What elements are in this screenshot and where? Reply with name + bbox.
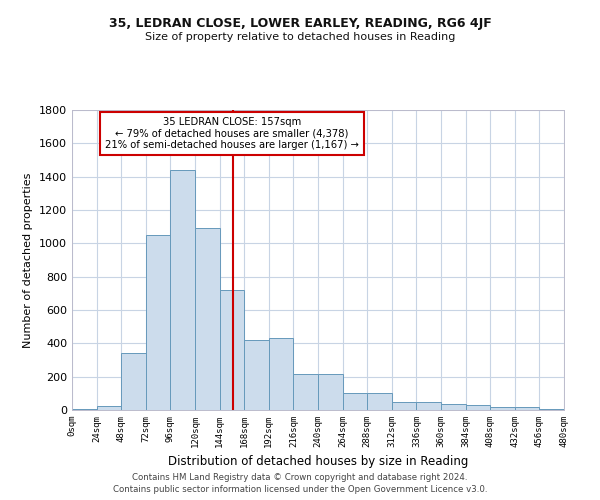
Bar [466, 406, 490, 410]
Bar [539, 409, 564, 410]
Bar [170, 170, 195, 410]
Bar [343, 394, 367, 410]
Text: Size of property relative to detached houses in Reading: Size of property relative to detached ho… [145, 32, 455, 42]
Bar [195, 228, 220, 410]
Bar [121, 354, 146, 410]
Bar [367, 394, 392, 410]
Text: Contains public sector information licensed under the Open Government Licence v3: Contains public sector information licen… [113, 486, 487, 494]
Bar [441, 404, 466, 410]
Bar [97, 406, 121, 410]
Bar [515, 406, 539, 410]
X-axis label: Distribution of detached houses by size in Reading: Distribution of detached houses by size … [168, 456, 468, 468]
Text: 35 LEDRAN CLOSE: 157sqm
← 79% of detached houses are smaller (4,378)
21% of semi: 35 LEDRAN CLOSE: 157sqm ← 79% of detache… [105, 116, 359, 150]
Bar [244, 340, 269, 410]
Text: Contains HM Land Registry data © Crown copyright and database right 2024.: Contains HM Land Registry data © Crown c… [132, 473, 468, 482]
Bar [269, 338, 293, 410]
Bar [318, 374, 343, 410]
Bar [220, 290, 244, 410]
Bar [392, 402, 416, 410]
Text: 35, LEDRAN CLOSE, LOWER EARLEY, READING, RG6 4JF: 35, LEDRAN CLOSE, LOWER EARLEY, READING,… [109, 18, 491, 30]
Y-axis label: Number of detached properties: Number of detached properties [23, 172, 34, 348]
Bar [416, 402, 441, 410]
Bar [72, 409, 97, 410]
Bar [490, 406, 515, 410]
Bar [293, 374, 318, 410]
Bar [146, 235, 170, 410]
